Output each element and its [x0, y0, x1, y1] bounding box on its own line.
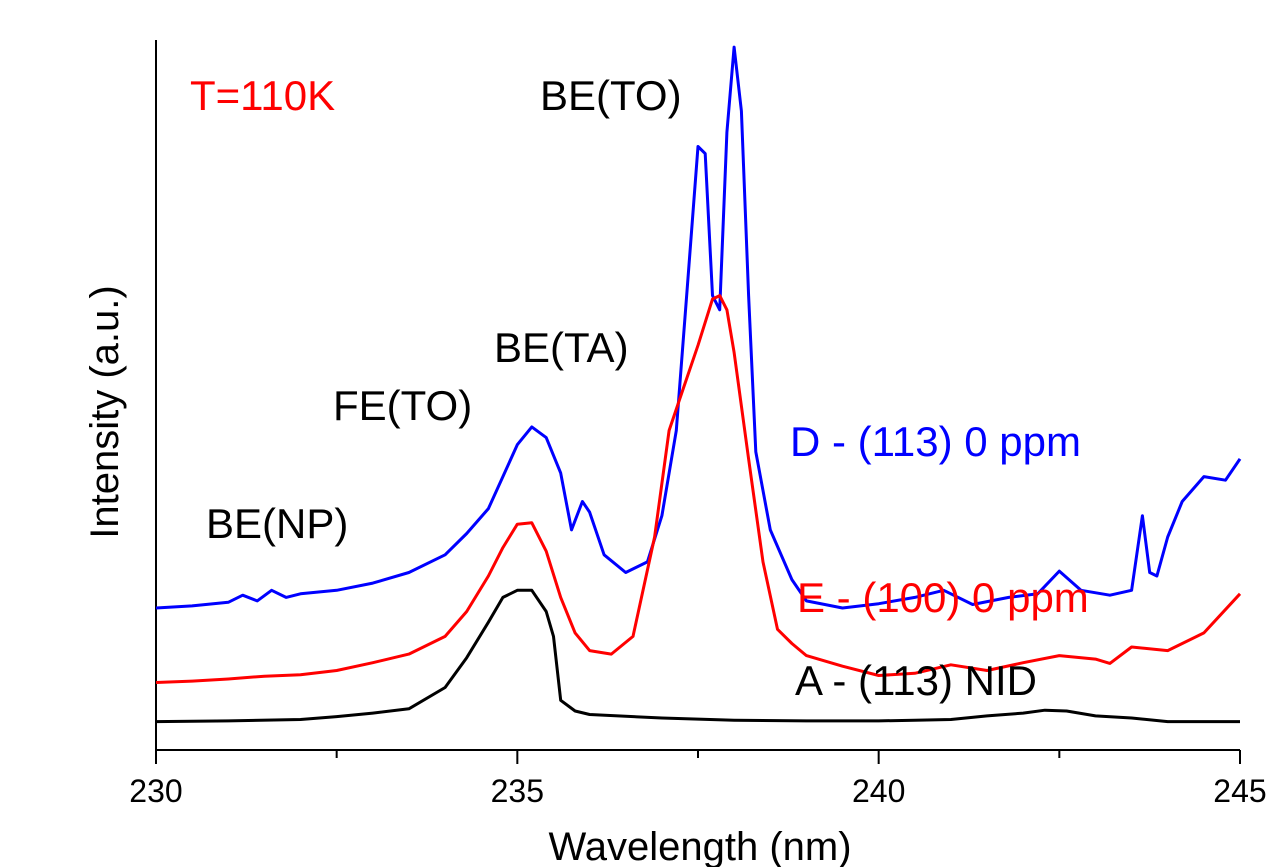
- annotation-fe-to: FE(TO): [333, 382, 472, 429]
- x-tick-label: 245: [1213, 773, 1266, 809]
- annotation-be-ta: BE(TA): [494, 324, 629, 371]
- x-tick-label: 240: [852, 773, 905, 809]
- y-axis-title: Intensity (a.u.): [83, 285, 127, 538]
- annotation-temperature: T=110K: [190, 72, 335, 119]
- x-tick-label: 235: [491, 773, 544, 809]
- series-line-2: [155, 588, 1240, 724]
- legend-label-d: D - (113) 0 ppm: [790, 418, 1081, 465]
- legend-label-e: E - (100) 0 ppm: [797, 574, 1089, 621]
- x-tick-label: 230: [129, 773, 182, 809]
- annotation-be-np: BE(NP): [206, 500, 348, 547]
- legend-label-a: A - (113) NID: [795, 657, 1037, 704]
- x-axis-ticks: 230 235 240 245: [129, 750, 1267, 809]
- series-layer: [155, 45, 1242, 724]
- x-axis-title: Wavelength (nm): [548, 825, 851, 867]
- series-line-0: [155, 45, 1242, 610]
- annotation-be-to: BE(TO): [540, 72, 682, 119]
- series-line-1: [155, 294, 1242, 684]
